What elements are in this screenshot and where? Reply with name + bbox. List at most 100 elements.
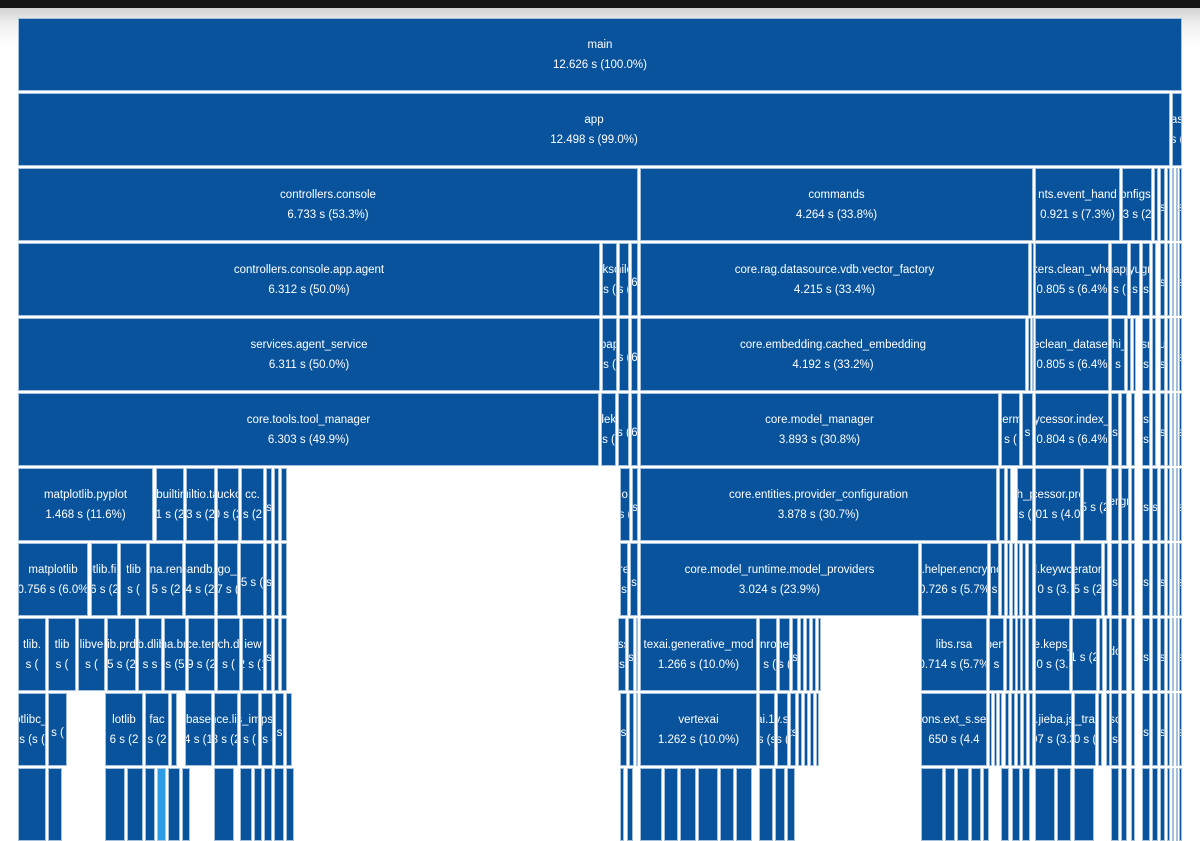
flame-cell[interactable]: us (1160, 318, 1165, 391)
flame-cell[interactable] (1012, 768, 1020, 841)
flame-cell[interactable]: .helper.encry 0.726 s (5.7% (921, 543, 988, 616)
flame-cell[interactable]: s (266, 468, 272, 541)
flame-cell[interactable] (629, 693, 634, 766)
flame-cell[interactable] (1028, 618, 1033, 691)
flame-cell[interactable] (274, 468, 279, 541)
flame-cell[interactable]: builtir 1 s (2 (156, 468, 184, 541)
flame-cell[interactable] (736, 768, 752, 841)
flame-cell[interactable]: 5 s (2 (1083, 468, 1107, 541)
flame-cell[interactable]: builtio.tab 3 s (2 (186, 468, 215, 541)
flame-cell[interactable]: s (1142, 693, 1150, 766)
flame-cell[interactable] (18, 768, 46, 841)
flame-cell[interactable]: s (1160, 543, 1165, 616)
flame-cell[interactable] (168, 768, 180, 841)
flame-cell[interactable]: penrove 5 s (1 (759, 618, 777, 691)
flame-cell[interactable] (1017, 543, 1020, 616)
flame-cell[interactable]: s (1160, 618, 1165, 691)
flame-cell[interactable] (1179, 768, 1182, 841)
flame-cell[interactable] (640, 768, 662, 841)
flame-cell[interactable] (1167, 693, 1170, 766)
flame-cell[interactable] (1172, 618, 1174, 691)
flame-cell[interactable] (105, 768, 125, 841)
flame-cell[interactable] (1172, 168, 1174, 241)
flame-cell[interactable] (664, 768, 678, 841)
flame-cell[interactable] (1167, 243, 1170, 316)
flame-cell[interactable] (812, 618, 816, 691)
flame-cell[interactable]: nce.tens 9 s (2 (188, 618, 215, 691)
flame-cell[interactable] (1022, 618, 1026, 691)
flame-cell[interactable]: texai.generative_mod 1.266 s (10.0%) (640, 618, 757, 691)
flame-cell[interactable] (254, 768, 262, 841)
flame-cell[interactable]: mo s (990, 543, 999, 616)
flame-cell[interactable] (281, 543, 287, 616)
flame-cell[interactable] (145, 768, 155, 841)
flame-cell[interactable]: core.tools.tool_manager 6.303 s (49.9%) (18, 393, 599, 466)
flame-cell[interactable]: ich_pss ( (1017, 468, 1033, 541)
flame-cell[interactable] (921, 768, 943, 841)
flame-cell[interactable] (1167, 618, 1170, 691)
flame-cell[interactable]: otlibc_is (s ( (18, 693, 46, 766)
flame-cell[interactable]: herm. s ( (1001, 393, 1020, 466)
flame-cell[interactable]: .ss s (618, 618, 626, 691)
flame-cell[interactable] (1142, 768, 1150, 841)
flame-cell[interactable] (810, 693, 814, 766)
flame-cell[interactable] (1106, 693, 1110, 766)
flame-cell[interactable]: s (1179, 543, 1182, 616)
flame-cell[interactable] (1121, 393, 1127, 466)
flame-cell[interactable] (1176, 543, 1178, 616)
flame-cell[interactable]: s (1160, 693, 1165, 766)
flame-cell[interactable] (1152, 543, 1158, 616)
flame-cell[interactable] (1176, 768, 1178, 841)
flame-cell[interactable]: nile s ( (619, 243, 629, 316)
flame-cell[interactable]: ps 5 s (1 (261, 693, 273, 766)
flame-cell[interactable]: s (628, 618, 634, 691)
flame-cell[interactable]: do (1111, 618, 1119, 691)
flame-cell[interactable] (1099, 618, 1103, 691)
flame-cell[interactable]: s (275, 693, 284, 766)
flame-cell[interactable]: ycessor.index_ 0.804 s (6.4% (1035, 393, 1109, 466)
flame-cell[interactable] (720, 768, 734, 841)
flame-cell[interactable]: s (1142, 468, 1150, 541)
flame-cell[interactable]: ance.lisc 8 s (2 (214, 693, 238, 766)
flame-cell[interactable] (1172, 243, 1174, 316)
flame-cell[interactable]: core.entities.provider_configuration 3.87… (640, 468, 997, 541)
flame-cell[interactable]: matplotlib 0.756 s (6.0% (18, 543, 88, 616)
flame-cell[interactable]: en (1111, 468, 1119, 541)
flame-cell[interactable] (1176, 468, 1178, 541)
flame-cell[interactable]: l.jieba.js 97 s (3.3 (1035, 693, 1072, 766)
flame-cell[interactable] (286, 693, 292, 766)
flame-cell[interactable] (1152, 693, 1158, 766)
flame-cell[interactable] (787, 768, 795, 841)
flame-cell[interactable] (1160, 768, 1165, 841)
flame-cell[interactable] (1121, 693, 1127, 766)
flame-cell[interactable] (1011, 693, 1015, 766)
flame-cell[interactable] (1172, 543, 1174, 616)
flame-cell[interactable] (1121, 543, 1129, 616)
flame-cell[interactable]: na.bn s (5 (164, 618, 186, 691)
flame-cell[interactable] (1098, 693, 1102, 766)
flame-cell[interactable] (636, 693, 638, 766)
flame-cell[interactable] (1131, 693, 1135, 766)
flame-cell[interactable] (1104, 543, 1108, 616)
flame-cell[interactable] (1131, 393, 1135, 466)
flame-cell[interactable] (1172, 693, 1174, 766)
flame-cell[interactable]: 6 (631, 243, 638, 316)
flame-cell[interactable] (1121, 768, 1127, 841)
flame-cell[interactable] (1028, 543, 1033, 616)
flame-cell[interactable]: rov.ssp s ( (777, 693, 788, 766)
flame-cell[interactable] (1057, 768, 1071, 841)
flame-cell[interactable] (274, 618, 279, 691)
flame-cell[interactable] (1152, 318, 1156, 391)
flame-cell[interactable] (816, 693, 819, 766)
flame-cell[interactable]: ts (790, 693, 796, 766)
flame-cell[interactable]: sc s (1111, 693, 1119, 766)
flame-cell[interactable] (1160, 468, 1165, 541)
flame-cell[interactable]: s (1179, 243, 1182, 316)
flame-cell[interactable] (1111, 768, 1119, 841)
flame-cell[interactable] (945, 768, 955, 841)
flame-cell[interactable]: base 4 s (1 (185, 693, 212, 766)
flame-cell[interactable] (1176, 318, 1178, 391)
flame-cell[interactable]: as s ( (1172, 93, 1182, 166)
flame-cell[interactable] (983, 768, 989, 841)
flame-cell[interactable] (1131, 768, 1135, 841)
